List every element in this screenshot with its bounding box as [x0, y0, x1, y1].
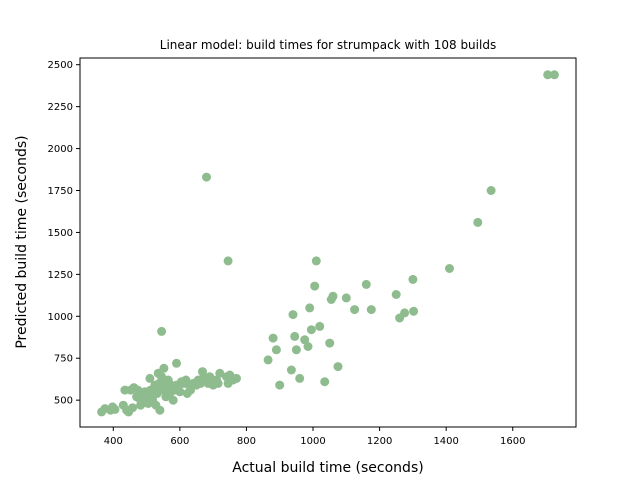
data-point [445, 264, 454, 273]
y-tick-label: 2500 [48, 60, 73, 71]
data-point [223, 256, 233, 266]
data-point [157, 326, 167, 336]
data-point [145, 373, 155, 383]
data-point [549, 70, 559, 80]
y-tick-label: 1500 [48, 228, 73, 239]
data-point [137, 399, 147, 408]
data-point [175, 387, 185, 397]
data-point [288, 310, 298, 320]
data-point [213, 378, 223, 388]
data-point [305, 303, 315, 313]
x-tick-label: 1400 [433, 436, 458, 447]
data-point [408, 274, 418, 284]
data-point [155, 405, 165, 415]
y-tick-label: 2000 [48, 144, 73, 155]
data-point [311, 256, 321, 266]
x-axis: 400 600 800 1000 1200 1400 1600 [104, 427, 525, 447]
data-point [290, 331, 300, 341]
chart-title: Linear model: build times for strumpack … [160, 38, 496, 52]
data-point [168, 395, 178, 405]
y-tick-label: 750 [54, 354, 73, 365]
data-point [333, 362, 343, 372]
data-point [215, 368, 225, 378]
data-point [409, 306, 419, 316]
data-point [325, 338, 335, 348]
data-point [350, 305, 360, 315]
x-tick-label: 800 [237, 436, 256, 447]
x-tick-label: 400 [104, 436, 123, 447]
data-point [286, 365, 296, 375]
x-tick-label: 1600 [500, 436, 525, 447]
data-point [315, 321, 325, 331]
data-point [320, 377, 330, 387]
data-point [543, 70, 553, 80]
data-point [232, 373, 241, 383]
y-axis-label: Predicted build time (seconds) [14, 135, 30, 348]
data-point [291, 345, 301, 355]
y-tick-label: 1000 [48, 312, 73, 323]
y-tick-label: 500 [54, 396, 73, 407]
data-point [300, 335, 310, 345]
data-point [303, 342, 313, 351]
x-tick-label: 1200 [367, 436, 392, 447]
x-tick-label: 600 [170, 436, 189, 447]
data-point [366, 305, 376, 315]
x-axis-label: Actual build time (seconds) [232, 460, 423, 476]
data-point [361, 279, 371, 289]
x-tick-label: 1000 [300, 436, 325, 447]
data-point [172, 358, 181, 368]
data-point [275, 380, 285, 390]
data-point [306, 325, 316, 335]
data-point [263, 355, 273, 365]
plot-frame [79, 57, 577, 428]
data-point [268, 333, 278, 343]
y-tick-label: 1250 [48, 270, 73, 281]
data-point [391, 290, 401, 299]
y-tick-label: 1750 [48, 186, 73, 197]
data-point [202, 172, 211, 182]
data-point [159, 363, 169, 373]
data-point [328, 291, 338, 301]
data-point [110, 404, 120, 414]
y-tick-label: 2250 [48, 102, 73, 113]
data-point [473, 217, 483, 227]
data-points [97, 70, 559, 417]
data-point [310, 281, 320, 291]
data-point [341, 293, 351, 303]
data-point [295, 373, 305, 383]
data-point [400, 308, 410, 318]
y-axis: 500 750 1000 1250 1500 1750 2000 2250 2500 [48, 60, 80, 407]
data-point [271, 345, 281, 355]
data-point [486, 186, 496, 195]
data-point [128, 403, 138, 413]
